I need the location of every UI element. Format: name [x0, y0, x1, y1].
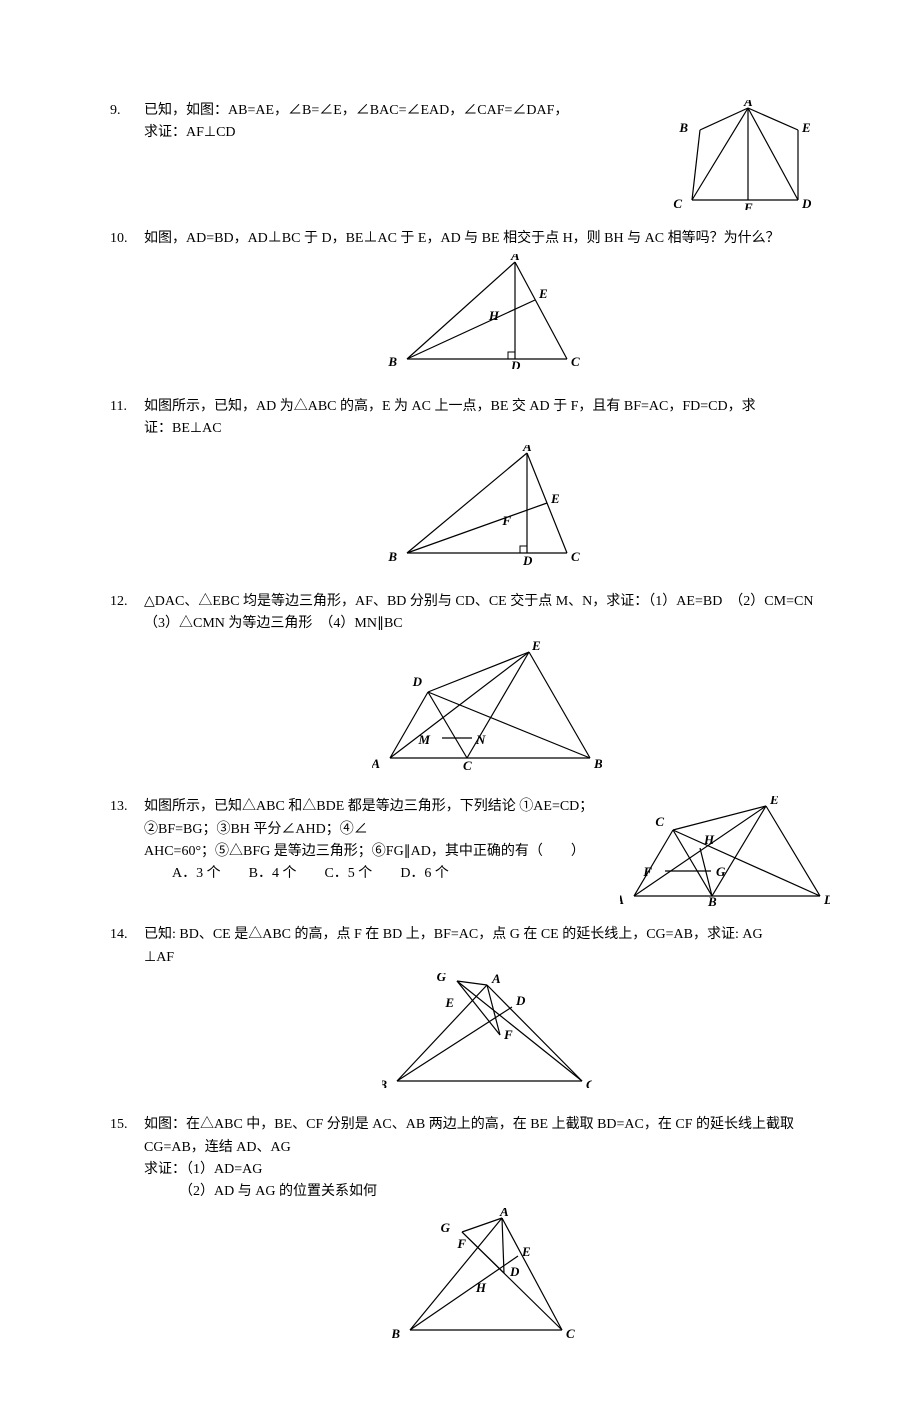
figure-wrap: B C A G D E F: [144, 973, 830, 1096]
svg-text:A: A: [510, 254, 520, 263]
problem-text-line: 如图：在△ABC 中，BE、CF 分别是 AC、AB 两边上的高，在 BE 上截…: [144, 1114, 830, 1136]
choice-C: C．5 个: [324, 866, 372, 881]
problem-15: 15.如图：在△ABC 中，BE、CF 分别是 AC、AB 两边上的高，在 BE…: [110, 1114, 830, 1346]
svg-text:C: C: [566, 1326, 575, 1338]
svg-text:G: G: [441, 1220, 451, 1235]
problem-text-line: 证：BE⊥AC: [144, 418, 830, 440]
problem-body: 如图，AD=BD，AD⊥BC 于 D，BE⊥AC 于 E，AD 与 BE 相交于…: [144, 228, 830, 378]
problem-body: ABDCEFGH如图所示，已知△ABC 和△BDE 都是等边三角形，下列结论 ①…: [144, 796, 830, 906]
svg-text:A: A: [491, 973, 501, 986]
geometry-figure: A B E C F D: [670, 100, 830, 210]
problem-text-line: CG=AB，连结 AD、AG: [144, 1137, 830, 1159]
geometry-figure: B C A G D E F: [382, 973, 592, 1088]
svg-text:E: E: [521, 1244, 531, 1259]
svg-text:C: C: [571, 354, 580, 369]
figure-wrap: A B C D E H: [144, 254, 830, 377]
choice-D: D．6 个: [400, 866, 449, 881]
svg-text:H: H: [488, 308, 500, 323]
problem-number: 9.: [110, 100, 144, 122]
problem-14: 14.已知: BD、CE 是△ABC 的高，点 F 在 BD 上，BF=AC，点…: [110, 924, 830, 1096]
geometry-figure: A B C D E H: [387, 254, 587, 369]
svg-text:E: E: [769, 796, 779, 807]
problem-text-line: （3）△CMN 为等边三角形 （4）MN∥BC: [144, 613, 830, 635]
svg-text:E: E: [538, 286, 548, 301]
svg-text:B: B: [593, 756, 602, 770]
problem-number: 10.: [110, 228, 144, 250]
svg-text:C: C: [586, 1077, 592, 1088]
problem-text-line: 已知: BD、CE 是△ABC 的高，点 F 在 BD 上，BF=AC，点 G …: [144, 924, 830, 946]
figure-wrap: A B C D E F: [144, 445, 830, 573]
svg-text:B: B: [382, 1077, 387, 1088]
svg-text:D: D: [412, 674, 423, 689]
svg-text:B: B: [392, 1326, 400, 1338]
svg-text:C: C: [655, 814, 664, 829]
svg-text:D: D: [515, 993, 526, 1008]
svg-text:C: C: [463, 758, 472, 770]
svg-text:B: B: [387, 354, 397, 369]
problem-number: 13.: [110, 796, 144, 818]
problem-text-line: △DAC、△EBC 均是等边三角形，AF、BD 分别与 CD、CE 交于点 M、…: [144, 591, 830, 613]
problem-10: 10.如图，AD=BD，AD⊥BC 于 D，BE⊥AC 于 E，AD 与 BE …: [110, 228, 830, 378]
svg-text:E: E: [550, 491, 560, 506]
geometry-figure: A B C D E F: [387, 445, 587, 565]
svg-text:E: E: [531, 640, 541, 653]
problem-body: 如图：在△ABC 中，BE、CF 分别是 AC、AB 两边上的高，在 BE 上截…: [144, 1114, 830, 1346]
svg-text:E: E: [801, 120, 811, 135]
svg-text:A: A: [743, 100, 753, 109]
svg-text:D: D: [823, 892, 830, 906]
svg-text:D: D: [801, 196, 812, 210]
problem-text-line: 求证：（1）AD=AG: [144, 1159, 830, 1181]
svg-text:A: A: [620, 892, 624, 906]
problem-body: △DAC、△EBC 均是等边三角形，AF、BD 分别与 CD、CE 交于点 M、…: [144, 591, 830, 778]
svg-text:F: F: [456, 1236, 466, 1251]
problem-body: 已知: BD、CE 是△ABC 的高，点 F 在 BD 上，BF=AC，点 G …: [144, 924, 830, 1096]
choice-B: B．4 个: [249, 866, 297, 881]
problem-number: 11.: [110, 396, 144, 418]
problem-13: 13.ABDCEFGH如图所示，已知△ABC 和△BDE 都是等边三角形，下列结…: [110, 796, 830, 906]
problem-number: 15.: [110, 1114, 144, 1136]
problem-text-line: ⊥AF: [144, 947, 830, 969]
svg-text:F: F: [642, 864, 652, 879]
problem-body: ABECFD已知，如图：AB=AE，∠B=∠E，∠BAC=∠EAD，∠CAF=∠…: [144, 100, 830, 210]
svg-text:F: F: [743, 200, 753, 210]
figure-wrap: A B C GF ED H: [144, 1208, 830, 1346]
geometry-figure: A B D C E F G H: [620, 796, 830, 906]
problem-text-line: 如图所示，已知，AD 为△ABC 的高，E 为 AC 上一点，BE 交 AD 于…: [144, 396, 830, 418]
figure-wrap: A B E C F D: [670, 100, 830, 210]
choice-A: A．3 个: [172, 866, 221, 881]
svg-text:D: D: [510, 358, 521, 369]
svg-text:A: A: [372, 756, 380, 770]
svg-text:H: H: [475, 1280, 487, 1295]
problem-11: 11.如图所示，已知，AD 为△ABC 的高，E 为 AC 上一点，BE 交 A…: [110, 396, 830, 573]
svg-text:D: D: [522, 553, 533, 565]
svg-text:G: G: [716, 864, 726, 879]
problem-9: 9.ABECFD已知，如图：AB=AE，∠B=∠E，∠BAC=∠EAD，∠CAF…: [110, 100, 830, 210]
svg-text:H: H: [703, 832, 715, 847]
svg-text:B: B: [387, 549, 397, 564]
svg-text:G: G: [437, 973, 447, 984]
svg-text:B: B: [678, 120, 688, 135]
svg-text:N: N: [475, 732, 486, 747]
problem-body: 如图所示，已知，AD 为△ABC 的高，E 为 AC 上一点，BE 交 AD 于…: [144, 396, 830, 573]
svg-text:E: E: [444, 995, 454, 1010]
figure-wrap: A B D C E F G H: [620, 796, 830, 906]
problem-text-line: （2）AD 与 AG 的位置关系如何: [144, 1181, 830, 1203]
svg-text:B: B: [707, 894, 717, 906]
geometry-figure: A C B D E M N: [372, 640, 602, 770]
svg-text:A: A: [522, 445, 532, 454]
svg-text:F: F: [501, 513, 511, 528]
problem-number: 14.: [110, 924, 144, 946]
svg-text:M: M: [417, 732, 430, 747]
svg-text:C: C: [571, 549, 580, 564]
geometry-figure: A B C GF ED H: [392, 1208, 582, 1338]
svg-text:A: A: [499, 1208, 509, 1219]
svg-text:D: D: [509, 1264, 520, 1279]
svg-text:C: C: [673, 196, 682, 210]
figure-wrap: A C B D E M N: [144, 640, 830, 778]
problem-number: 12.: [110, 591, 144, 613]
svg-text:F: F: [503, 1027, 513, 1042]
problem-text-line: 如图，AD=BD，AD⊥BC 于 D，BE⊥AC 于 E，AD 与 BE 相交于…: [144, 228, 830, 250]
problem-12: 12.△DAC、△EBC 均是等边三角形，AF、BD 分别与 CD、CE 交于点…: [110, 591, 830, 778]
